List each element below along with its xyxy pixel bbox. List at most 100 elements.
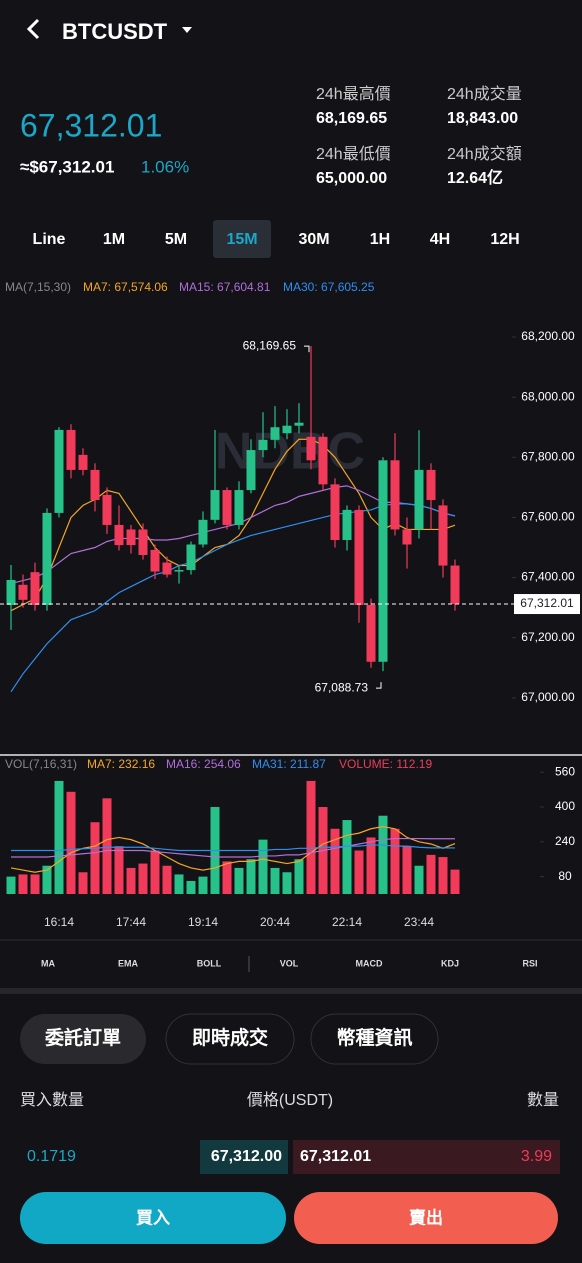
ma-line: [10, 825, 456, 873]
legend-title: MA(7,15,30): [5, 280, 71, 294]
header-amount: 數量: [527, 1091, 559, 1109]
symbol-dropdown[interactable]: [182, 27, 192, 33]
volume-bar: [162, 865, 172, 894]
candle-body: [18, 584, 28, 600]
symbol[interactable]: BTCUSDT: [62, 19, 168, 44]
candle-body: [426, 469, 436, 500]
volume-bar: [42, 865, 52, 894]
order-tab-bg[interactable]: [310, 1013, 439, 1065]
candle-body: [330, 484, 340, 540]
volume-bar: [114, 846, 124, 894]
indicator-tab[interactable]: RSI: [522, 958, 537, 968]
legend-entry: MA16: 254.06: [166, 757, 241, 771]
order-tab[interactable]: 委託訂單: [44, 1026, 121, 1049]
volume-bar: [222, 861, 232, 894]
volume-chart: VOL(7,16,31) MA7: 232.16 MA16: 254.06 MA31:…: [5, 757, 575, 929]
stat-label: 24h最高價: [316, 85, 391, 103]
y-tick-label: 67,800.00: [521, 449, 575, 463]
interval-tab[interactable]: 1H: [370, 231, 390, 248]
interval-tab[interactable]: 1M: [103, 231, 125, 248]
candle-body: [366, 604, 376, 662]
header-price: 價格(USDT): [247, 1091, 333, 1109]
bid-depth: [200, 1140, 288, 1174]
indicator-tab[interactable]: KDJ: [441, 958, 459, 968]
x-tick-label: 20:44: [260, 915, 290, 929]
order-tab[interactable]: 即時成交: [192, 1026, 268, 1049]
candle-body: [6, 579, 16, 605]
indicator-tab[interactable]: BOLL: [197, 958, 222, 968]
candle-body: [246, 450, 256, 491]
stat-label: 24h成交額: [447, 145, 522, 163]
interval-tab[interactable]: 12H: [490, 231, 519, 248]
approx-price: ≈$67,312.01: [20, 157, 114, 176]
back-button[interactable]: [26, 18, 40, 40]
volume-bar: [234, 867, 244, 894]
low-label: 67,088.73: [315, 680, 369, 694]
candle-body: [294, 422, 304, 426]
candle-body: [258, 439, 268, 451]
candle-body: [126, 529, 136, 546]
volume-bar: [18, 874, 28, 894]
volume-bar: [246, 859, 256, 894]
legend-entry: MA15: 67,604.81: [179, 280, 271, 294]
candle-body: [282, 425, 292, 434]
volume-bar: [294, 859, 304, 894]
last-price: 67,312.01: [20, 107, 162, 143]
candle-body: [174, 570, 184, 572]
buy-button[interactable]: [20, 1192, 286, 1244]
interval-tab[interactable]: 5M: [165, 231, 187, 248]
stat-label: 24h成交量: [447, 85, 522, 103]
indicator-tab[interactable]: VOL: [280, 958, 299, 968]
x-tick-label: 19:14: [188, 915, 218, 929]
sell-label[interactable]: 賣出: [408, 1207, 443, 1227]
volume-bar: [126, 867, 136, 894]
stat-value: 18,843.00: [447, 110, 518, 127]
low-pointer: [376, 682, 382, 689]
interval-tab[interactable]: 30M: [298, 231, 329, 248]
stat-value: 12.64亿: [447, 168, 503, 187]
interval-tab[interactable]: 4H: [430, 231, 450, 248]
legend-entry: MA30: 67,605.25: [283, 280, 375, 294]
volume-bar: [54, 780, 64, 894]
indicator-tab[interactable]: MA: [41, 958, 55, 968]
sell-button[interactable]: [294, 1192, 558, 1244]
indicator-tab[interactable]: EMA: [118, 958, 139, 968]
price-chart: MA(7,15,30) MA7: 67,574.06 MA15: 67,604.81…: [0, 280, 580, 704]
y-tick-label: 80: [558, 869, 572, 883]
y-tick-label: 68,200.00: [521, 329, 575, 343]
order-tab-bg[interactable]: [165, 1013, 295, 1065]
y-tick-label: 400: [555, 799, 575, 813]
order-tab[interactable]: 幣種資訊: [336, 1026, 412, 1049]
indicator-tab[interactable]: MACD: [356, 958, 383, 968]
candle-body: [114, 524, 124, 546]
interval-tab[interactable]: Line: [33, 231, 66, 248]
candle-body: [390, 460, 400, 530]
volume-bar: [6, 876, 16, 894]
high-label: 68,169.65: [243, 338, 297, 352]
interval-tabs: Line 1M 5M 15M 30M 1H 4H 12H: [33, 220, 520, 258]
interval-tab[interactable]: 15M: [226, 231, 257, 248]
buy-label[interactable]: 買入: [136, 1208, 170, 1227]
y-tick-label: 67,000.00: [521, 690, 575, 704]
candle-body: [378, 460, 388, 662]
stat-label: 24h最低價: [316, 145, 391, 163]
candle-body: [78, 454, 88, 470]
volume-bar: [258, 839, 268, 894]
y-tick-label: 67,400.00: [521, 570, 575, 584]
bid-price: 67,312.00: [211, 1148, 282, 1165]
volume-bar: [66, 791, 76, 894]
y-tick-label: 560: [555, 764, 575, 778]
candle-body: [210, 490, 220, 520]
legend-title: VOL(7,16,31): [5, 757, 77, 771]
volume-bar: [438, 857, 448, 894]
candle-body: [270, 427, 280, 440]
ask-amount: 3.99: [521, 1148, 552, 1165]
candle-body: [222, 490, 232, 525]
active-tab-bg: [213, 220, 271, 258]
section-gap: [0, 988, 582, 994]
order-tab-bg[interactable]: [20, 1014, 146, 1064]
candle-body: [150, 549, 160, 572]
volume-bar: [366, 837, 376, 894]
